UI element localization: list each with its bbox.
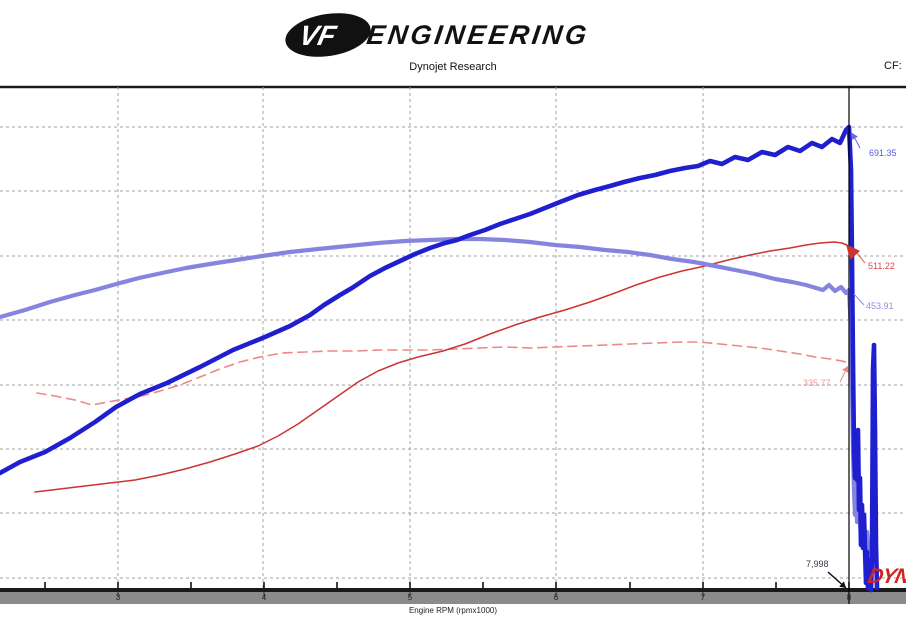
x-tick-label: 7 (700, 593, 706, 602)
x-tick-label: 5 (407, 593, 413, 602)
x-tick-label: 4 (261, 593, 267, 602)
red-torque-callout: 335.77 (803, 378, 831, 388)
correction-factor-label: CF: (884, 60, 902, 72)
cursor-rpm-callout: 7,998 (806, 559, 829, 569)
vf-oval-icon: VF (285, 13, 371, 57)
peak-hp-callout: 691.35 (869, 148, 897, 158)
vf-engineering-logo: VF ENGINEERING (283, 10, 591, 60)
x-tick-label: 3 (115, 593, 121, 602)
x-axis-title: Engine RPM (rpmx1000) (408, 606, 498, 615)
dynojet-research-title: Dynojet Research (409, 61, 497, 73)
red-hp-callout: 511.22 (868, 261, 895, 271)
vf-mark-text: VF (297, 19, 340, 51)
x-tick-label: 6 (553, 593, 559, 602)
dynojet-logo: DYN (865, 565, 906, 588)
x-tick-label: 8 (846, 593, 852, 602)
blue-torque-callout: 453.91 (866, 301, 894, 311)
